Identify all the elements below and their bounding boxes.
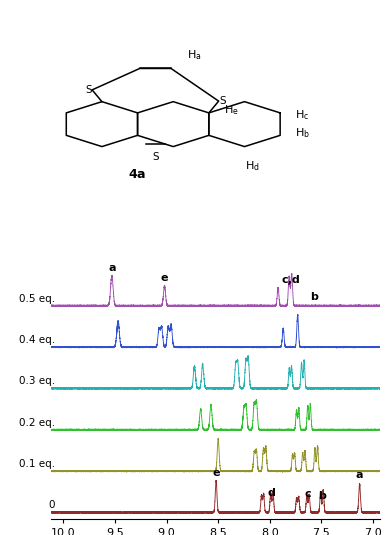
Text: 0.1 eq.: 0.1 eq. <box>19 459 55 469</box>
Text: H$_\mathregular{c}$: H$_\mathregular{c}$ <box>296 109 310 123</box>
Text: d: d <box>268 487 276 498</box>
Text: a: a <box>356 470 363 480</box>
Text: b: b <box>318 491 326 501</box>
Text: c,d: c,d <box>281 274 300 285</box>
Text: e: e <box>161 273 168 282</box>
Text: S: S <box>85 85 91 95</box>
Text: 0.4 eq.: 0.4 eq. <box>19 335 55 345</box>
Text: H$_\mathregular{a}$: H$_\mathregular{a}$ <box>187 48 201 62</box>
Text: H$_\mathregular{b}$: H$_\mathregular{b}$ <box>296 126 310 140</box>
Text: b: b <box>310 293 318 302</box>
Text: 0.5 eq.: 0.5 eq. <box>19 294 55 303</box>
Text: S: S <box>219 96 226 106</box>
Text: $\mathbf{4a}$: $\mathbf{4a}$ <box>129 168 147 181</box>
Text: a: a <box>108 263 116 273</box>
Text: 0.2 eq.: 0.2 eq. <box>19 418 55 427</box>
Text: e: e <box>212 468 220 478</box>
Text: c: c <box>305 489 311 499</box>
Text: 0: 0 <box>49 500 55 510</box>
Text: 0.3 eq.: 0.3 eq. <box>19 376 55 386</box>
Text: S: S <box>152 152 159 162</box>
Text: H$_\mathregular{d}$: H$_\mathregular{d}$ <box>245 159 260 173</box>
Text: H$_\mathregular{e}$: H$_\mathregular{e}$ <box>224 103 239 117</box>
